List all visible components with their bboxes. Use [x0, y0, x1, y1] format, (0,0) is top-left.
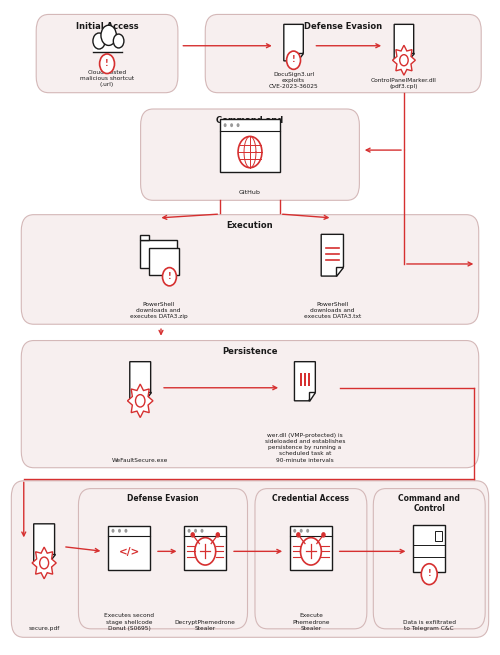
Bar	[304, 373, 306, 386]
Polygon shape	[149, 248, 180, 275]
Text: Persistence: Persistence	[222, 347, 278, 356]
FancyBboxPatch shape	[374, 489, 485, 629]
Polygon shape	[140, 235, 149, 240]
Circle shape	[400, 54, 408, 66]
Circle shape	[294, 529, 296, 533]
Circle shape	[236, 123, 240, 127]
Circle shape	[238, 136, 262, 168]
FancyBboxPatch shape	[206, 14, 481, 93]
Circle shape	[216, 533, 220, 537]
Circle shape	[194, 529, 197, 533]
Circle shape	[112, 529, 114, 533]
Text: PowerShell
downloads and
executes DATA3.zip: PowerShell downloads and executes DATA3.…	[130, 301, 188, 319]
Polygon shape	[140, 240, 177, 268]
Text: Command and
Control: Command and Control	[216, 115, 284, 136]
Polygon shape	[308, 392, 316, 401]
Circle shape	[118, 529, 121, 533]
FancyBboxPatch shape	[92, 40, 122, 52]
Circle shape	[40, 557, 48, 569]
FancyBboxPatch shape	[78, 489, 247, 629]
Text: Credential Access: Credential Access	[272, 494, 349, 503]
Circle shape	[191, 533, 194, 537]
Circle shape	[162, 268, 176, 286]
Circle shape	[297, 533, 300, 537]
Circle shape	[195, 538, 216, 565]
Circle shape	[100, 54, 114, 73]
Circle shape	[124, 529, 128, 533]
Text: Cloud-hosted
malicious shortcut
(.url): Cloud-hosted malicious shortcut (.url)	[80, 70, 134, 88]
Text: GitHub: GitHub	[239, 190, 261, 195]
FancyBboxPatch shape	[290, 526, 332, 571]
Text: DocuSign3.url
exploits
CVE-2023-36025: DocuSign3.url exploits CVE-2023-36025	[268, 72, 318, 90]
Circle shape	[93, 33, 105, 49]
FancyBboxPatch shape	[22, 341, 478, 468]
Polygon shape	[321, 234, 344, 276]
Polygon shape	[130, 362, 150, 401]
Polygon shape	[394, 24, 413, 61]
FancyBboxPatch shape	[220, 119, 280, 172]
FancyBboxPatch shape	[22, 215, 478, 324]
Bar	[300, 373, 302, 386]
Circle shape	[422, 564, 437, 585]
FancyBboxPatch shape	[12, 481, 488, 637]
Text: Defense Evasion: Defense Evasion	[304, 22, 382, 31]
Text: Executes second
stage shellcode
Donut (S0695): Executes second stage shellcode Donut (S…	[104, 613, 154, 631]
FancyBboxPatch shape	[184, 526, 226, 571]
Circle shape	[200, 529, 203, 533]
FancyBboxPatch shape	[255, 489, 367, 629]
Text: secure.pdf: secure.pdf	[28, 626, 60, 631]
Circle shape	[224, 123, 226, 127]
Circle shape	[300, 538, 322, 565]
Text: DecryptPhemedrone
Stealer: DecryptPhemedrone Stealer	[175, 620, 236, 631]
Text: !: !	[105, 58, 109, 67]
Text: !: !	[292, 55, 296, 64]
Circle shape	[188, 529, 190, 533]
Text: Command and
Control: Command and Control	[398, 494, 460, 514]
Text: </>: </>	[118, 547, 140, 557]
Circle shape	[230, 123, 233, 127]
Bar	[308, 373, 310, 386]
Circle shape	[114, 34, 124, 48]
FancyBboxPatch shape	[108, 526, 150, 571]
Polygon shape	[34, 524, 54, 563]
Bar	[435, 531, 442, 541]
Polygon shape	[32, 547, 56, 579]
FancyBboxPatch shape	[140, 109, 360, 200]
Circle shape	[306, 529, 309, 533]
Text: WeFaultSecure.exe: WeFaultSecure.exe	[112, 457, 168, 462]
Text: !: !	[168, 272, 172, 280]
Circle shape	[322, 533, 325, 537]
Circle shape	[136, 394, 145, 407]
Polygon shape	[336, 267, 344, 276]
Polygon shape	[48, 554, 54, 563]
Polygon shape	[294, 362, 316, 401]
Circle shape	[300, 529, 302, 533]
Polygon shape	[408, 52, 414, 61]
Polygon shape	[128, 384, 153, 417]
Text: Execution: Execution	[226, 221, 274, 230]
Polygon shape	[284, 24, 304, 61]
Circle shape	[286, 51, 300, 69]
Text: Data is exfiltrated
to Telegram C&C: Data is exfiltrated to Telegram C&C	[402, 620, 456, 631]
Text: Initial Access: Initial Access	[76, 22, 138, 31]
Text: Defense Evasion: Defense Evasion	[127, 494, 199, 503]
Polygon shape	[392, 45, 415, 75]
Text: ControlPanelMarker.dll
(pdf3.cpl): ControlPanelMarker.dll (pdf3.cpl)	[371, 78, 437, 90]
Circle shape	[101, 25, 116, 45]
Text: Execute
Phemedrone
Stealer: Execute Phemedrone Stealer	[292, 613, 330, 631]
Polygon shape	[297, 52, 304, 61]
Text: wer.dll (VMP-protected) is
sideloaded and establishes
persistence by running a
s: wer.dll (VMP-protected) is sideloaded an…	[264, 433, 345, 462]
Polygon shape	[144, 392, 150, 401]
FancyBboxPatch shape	[36, 14, 178, 93]
Text: PowerShell
downloads and
executes DATA3.txt: PowerShell downloads and executes DATA3.…	[304, 301, 361, 319]
Text: !: !	[428, 569, 431, 578]
FancyBboxPatch shape	[413, 525, 446, 572]
